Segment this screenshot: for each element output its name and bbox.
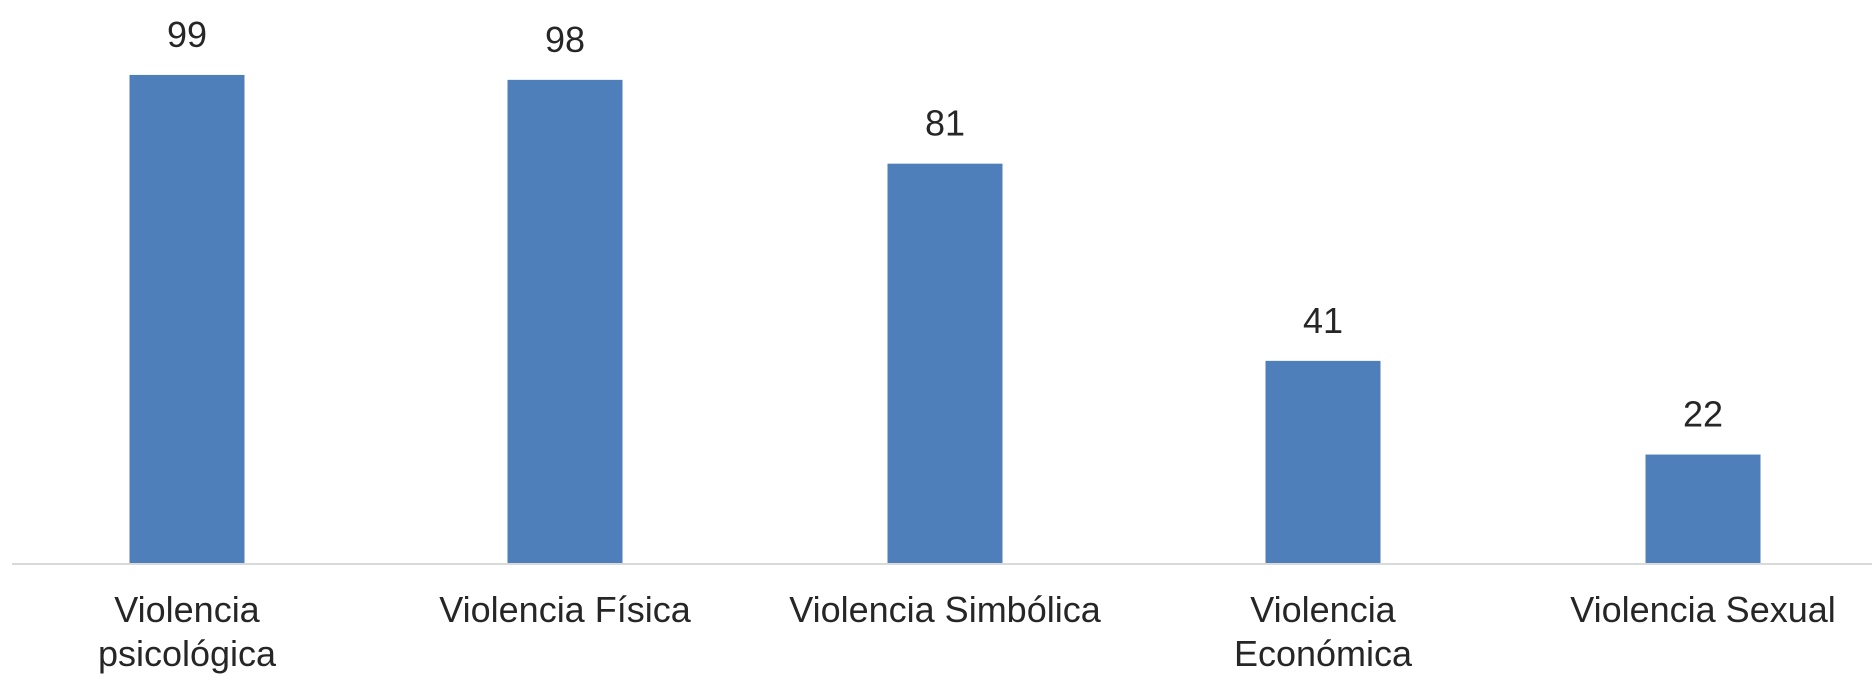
category-label-0: Violencia psicológica <box>98 589 277 674</box>
bar-4 <box>1645 454 1761 563</box>
category-label-line: Violencia Sexual <box>1570 589 1836 630</box>
bar-3 <box>1265 360 1381 563</box>
bar-1 <box>507 79 623 564</box>
category-label-4: Violencia Sexual <box>1570 589 1836 630</box>
value-labels-group: 99 98 81 41 22 <box>167 14 1723 435</box>
category-label-line: Violencia <box>1250 589 1396 630</box>
bar-value-label-3: 41 <box>1303 300 1343 341</box>
category-label-2: Violencia Simbólica <box>789 589 1101 630</box>
bar-value-label-1: 98 <box>545 19 585 60</box>
bar-value-label-2: 81 <box>925 103 965 144</box>
bar-value-label-0: 99 <box>167 14 207 55</box>
category-label-line: psicológica <box>98 633 277 674</box>
category-label-line: Económica <box>1234 633 1413 674</box>
bar-0 <box>129 74 245 564</box>
category-label-line: Violencia Simbólica <box>789 589 1101 630</box>
category-label-line: Violencia <box>114 589 260 630</box>
category-label-1: Violencia Física <box>439 589 691 630</box>
category-label-3: Violencia Económica <box>1234 589 1413 674</box>
bar-value-label-4: 22 <box>1683 394 1723 435</box>
category-label-line: Violencia Física <box>439 589 691 630</box>
bar-2 <box>887 163 1003 564</box>
bars-group <box>129 74 1761 564</box>
